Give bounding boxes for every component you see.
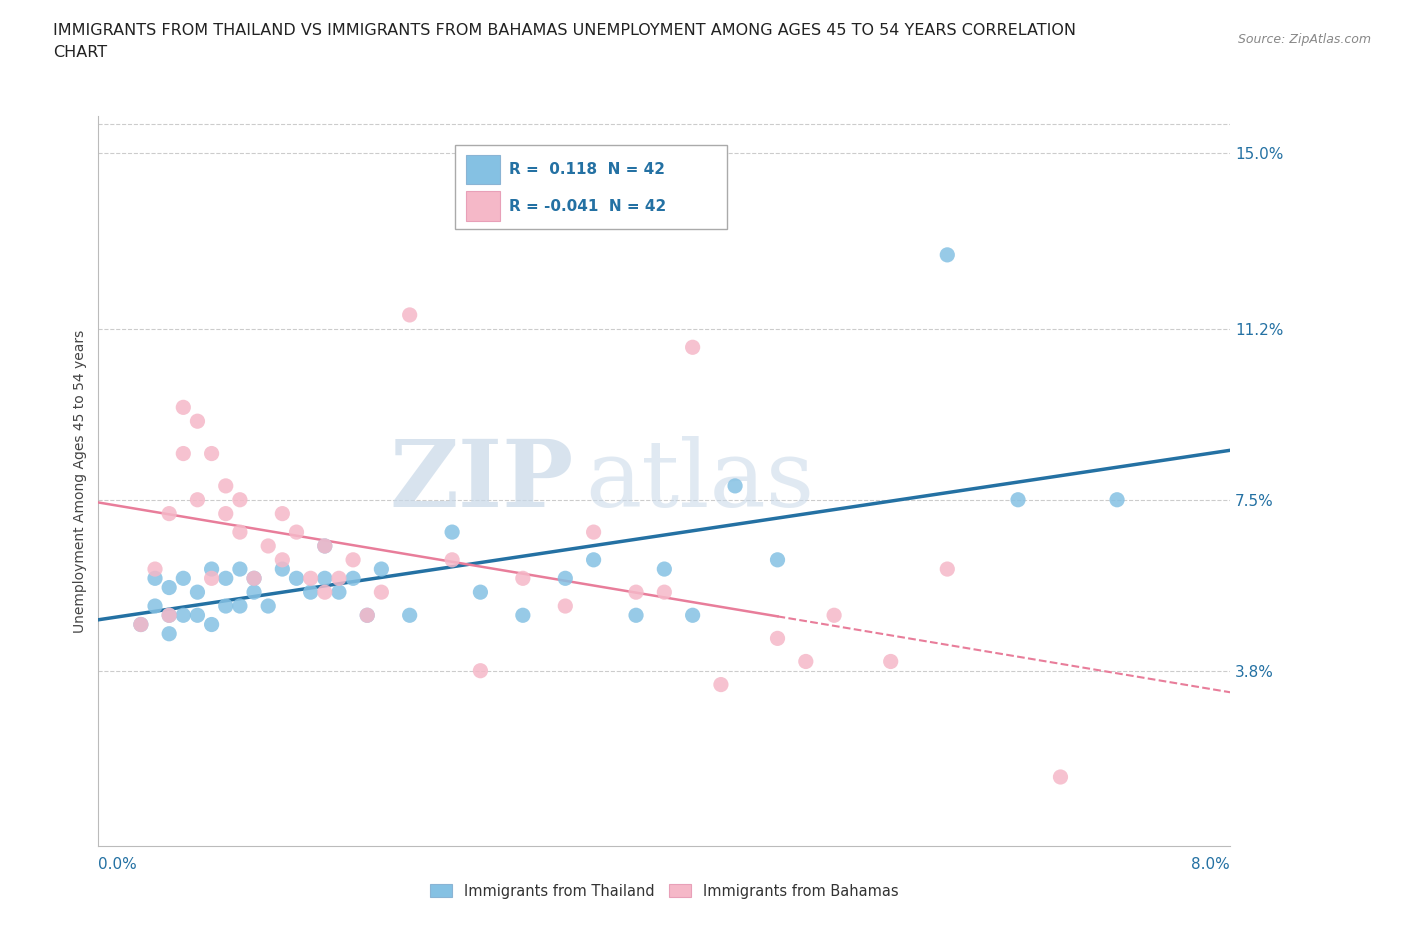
Point [229, 599, 252, 614]
Bar [467, 155, 501, 184]
Point [766, 631, 789, 645]
Point [936, 247, 959, 262]
Point [201, 562, 224, 577]
Point [398, 308, 420, 323]
Text: CHART: CHART [53, 45, 107, 60]
Text: 0.0%: 0.0% [98, 857, 138, 872]
Point [129, 618, 152, 632]
Point [157, 506, 180, 521]
Point [936, 562, 959, 577]
Point [356, 608, 378, 623]
Point [243, 585, 266, 600]
Point [201, 618, 224, 632]
Point [299, 585, 322, 600]
Point [441, 525, 464, 539]
Point [470, 663, 492, 678]
Point [172, 446, 194, 461]
Point [257, 599, 280, 614]
Point [257, 538, 280, 553]
Point [682, 339, 704, 354]
Point [554, 599, 576, 614]
Text: Source: ZipAtlas.com: Source: ZipAtlas.com [1237, 33, 1371, 46]
Point [624, 585, 647, 600]
Point [201, 571, 224, 586]
Point [186, 492, 208, 507]
Point [512, 608, 534, 623]
Point [710, 677, 733, 692]
Point [370, 585, 392, 600]
Point [342, 552, 364, 567]
Point [243, 571, 266, 586]
Point [172, 608, 194, 623]
Point [271, 552, 294, 567]
Point [794, 654, 817, 669]
Point [271, 506, 294, 521]
Point [682, 608, 704, 623]
Text: 8.0%: 8.0% [1191, 857, 1230, 872]
Point [157, 580, 180, 595]
Point [186, 414, 208, 429]
Point [157, 608, 180, 623]
Point [143, 562, 166, 577]
FancyBboxPatch shape [456, 145, 727, 230]
Point [186, 608, 208, 623]
Point [157, 626, 180, 641]
Point [215, 571, 238, 586]
Text: atlas: atlas [585, 436, 814, 526]
Point [441, 552, 464, 567]
Point [398, 608, 420, 623]
Point [652, 585, 676, 600]
Point [129, 618, 152, 632]
Point [1049, 769, 1071, 784]
Point [342, 571, 364, 586]
Point [271, 562, 294, 577]
Point [512, 571, 534, 586]
Text: ZIP: ZIP [389, 436, 574, 526]
Bar [467, 192, 501, 220]
Point [157, 608, 180, 623]
Point [554, 571, 576, 586]
Text: R = -0.041  N = 42: R = -0.041 N = 42 [509, 198, 666, 214]
Point [285, 571, 308, 586]
Point [215, 599, 238, 614]
Point [1107, 492, 1129, 507]
Point [314, 585, 336, 600]
Y-axis label: Unemployment Among Ages 45 to 54 years: Unemployment Among Ages 45 to 54 years [73, 329, 87, 633]
Legend: Immigrants from Thailand, Immigrants from Bahamas: Immigrants from Thailand, Immigrants fro… [425, 878, 904, 905]
Point [328, 585, 350, 600]
Point [356, 608, 378, 623]
Point [201, 446, 224, 461]
Point [652, 562, 676, 577]
Point [624, 608, 647, 623]
Point [370, 562, 392, 577]
Point [285, 525, 308, 539]
Point [314, 571, 336, 586]
Point [229, 525, 252, 539]
Point [143, 571, 166, 586]
Point [172, 571, 194, 586]
Point [314, 538, 336, 553]
Point [314, 538, 336, 553]
Point [766, 552, 789, 567]
Text: R =  0.118  N = 42: R = 0.118 N = 42 [509, 162, 665, 177]
Text: IMMIGRANTS FROM THAILAND VS IMMIGRANTS FROM BAHAMAS UNEMPLOYMENT AMONG AGES 45 T: IMMIGRANTS FROM THAILAND VS IMMIGRANTS F… [53, 23, 1077, 38]
Point [215, 478, 238, 493]
Point [724, 478, 747, 493]
Point [582, 525, 605, 539]
Point [229, 492, 252, 507]
Point [470, 585, 492, 600]
Point [143, 599, 166, 614]
Point [172, 400, 194, 415]
Point [299, 571, 322, 586]
Point [328, 571, 350, 586]
Point [582, 552, 605, 567]
Point [186, 585, 208, 600]
Point [215, 506, 238, 521]
Point [1007, 492, 1029, 507]
Point [880, 654, 903, 669]
Point [243, 571, 266, 586]
Point [229, 562, 252, 577]
Point [823, 608, 845, 623]
